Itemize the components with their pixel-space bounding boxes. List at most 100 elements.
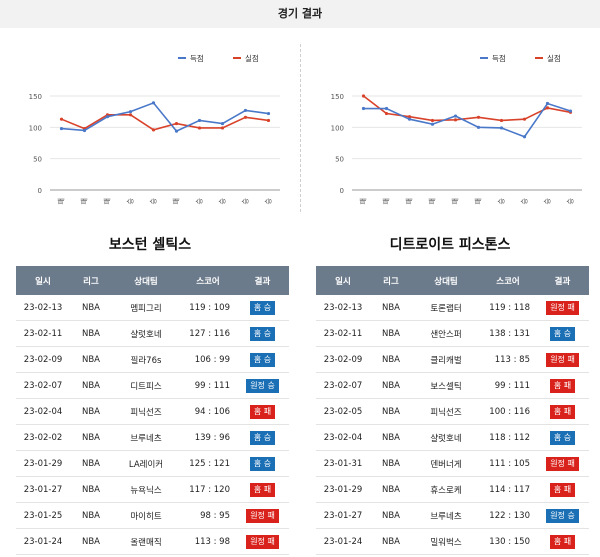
col-opponent: 상대팀 [412, 266, 480, 295]
results-table-left: 일시 리그 상대팀 스코어 결과 23-02-13 NBA 멤피그리 119 : 10… [16, 266, 289, 555]
game-opponent: LA레이커 [112, 450, 180, 477]
data-point [568, 109, 573, 113]
game-league: NBA [70, 528, 112, 555]
x-tick-label: 패 [172, 198, 181, 204]
result-badge: 홈 승 [549, 430, 576, 445]
result-badge: 홈 승 [249, 430, 276, 445]
game-league: NBA [370, 528, 412, 555]
data-point [220, 126, 225, 130]
data-point [59, 117, 64, 121]
game-date: 23-02-04 [16, 398, 70, 425]
legend-label: 득점 [492, 53, 506, 63]
team-title-right: 디트로이트 피스톤스 [389, 237, 511, 253]
chart-divider [300, 44, 301, 212]
game-score: 106 : 99 [180, 346, 236, 373]
x-tick-label: 승 [521, 197, 529, 204]
game-league: NBA [70, 398, 112, 425]
table-header-row: 일시 리그 상대팀 스코어 결과 [316, 266, 589, 295]
game-score: 98 : 95 [180, 502, 236, 529]
game-date: 23-01-27 [316, 502, 370, 529]
table-row: 23-01-29 NBA LA레이커 125 : 121 홈 승 [16, 450, 289, 477]
game-date: 23-01-31 [316, 450, 370, 477]
game-result-cell: 홈 승 [236, 450, 289, 477]
game-result-cell: 원정 패 [236, 528, 289, 555]
data-point [105, 115, 110, 119]
game-score: 119 : 118 [480, 295, 536, 321]
game-league: NBA [70, 450, 112, 477]
y-tick-label: 100 [331, 124, 344, 132]
game-date: 23-01-29 [16, 450, 70, 477]
data-point [174, 121, 179, 126]
x-tick-label: 승 [498, 197, 506, 204]
game-result-cell: 홈 패 [536, 398, 589, 425]
game-date: 23-02-07 [316, 372, 370, 399]
col-score: 스코어 [180, 266, 236, 295]
y-tick-label: 50 [33, 156, 42, 164]
result-badge: 원정 패 [546, 456, 579, 471]
result-badge: 원정 패 [246, 534, 279, 549]
game-date: 23-02-04 [316, 424, 370, 451]
table-row: 23-02-11 NBA 샬럿호네 127 : 116 홈 승 [16, 320, 289, 347]
game-score: 114 : 117 [480, 476, 536, 503]
game-result-cell: 홈 패 [536, 528, 589, 555]
game-score: 122 : 130 [480, 502, 536, 529]
data-point [430, 118, 435, 123]
x-tick-label: 패 [474, 198, 483, 204]
game-date: 23-02-09 [316, 346, 370, 373]
game-opponent: 토론랩터 [412, 295, 480, 321]
game-date: 23-02-13 [16, 295, 70, 321]
data-point [128, 110, 133, 114]
result-badge: 홈 패 [549, 482, 576, 497]
data-point [407, 115, 412, 119]
y-tick-label: 50 [335, 156, 344, 164]
x-tick-label: 승 [196, 197, 204, 204]
data-point [128, 113, 133, 117]
game-result-cell: 원정 패 [536, 346, 589, 373]
game-opponent: 올랜매직 [112, 528, 180, 555]
data-point [59, 126, 64, 131]
game-league: NBA [370, 450, 412, 477]
game-opponent: 마이히트 [112, 502, 180, 529]
game-score: 100 : 116 [480, 398, 536, 425]
results-table-right: 일시 리그 상대팀 스코어 결과 23-02-13 NBA 토론랩터 119 : 11… [316, 266, 589, 555]
game-result-cell: 홈 패 [536, 476, 589, 503]
col-date: 일시 [316, 266, 370, 295]
result-badge: 홈 패 [549, 404, 576, 419]
table-row: 23-02-11 NBA 샌안스퍼 138 : 131 홈 승 [316, 320, 589, 347]
game-score: 119 : 109 [180, 295, 236, 321]
table-header-row: 일시 리그 상대팀 스코어 결과 [16, 266, 289, 295]
game-result-cell: 홈 패 [236, 476, 289, 503]
game-league: NBA [370, 346, 412, 373]
data-point [220, 121, 225, 126]
result-badge: 원정 패 [246, 508, 279, 523]
team-title-left: 보스턴 셀틱스 [108, 237, 192, 253]
game-score: 130 : 150 [480, 528, 536, 555]
x-tick-label: 승 [219, 197, 227, 204]
game-opponent: 브루네츠 [112, 424, 180, 451]
game-result-cell: 홈 패 [536, 372, 589, 399]
table-row: 23-02-09 NBA 클리캐벌 113 : 85 원정 패 [316, 346, 589, 373]
data-point [545, 106, 550, 110]
data-point [499, 118, 504, 123]
chart-left: 0 50 100 150 패 패 패 승 승 패 승 승 승 승 득점 실점 [8, 40, 293, 215]
data-point [243, 115, 248, 119]
chart-svg-left: 0 50 100 150 패 패 패 승 승 패 승 승 승 승 득점 실점 [29, 53, 280, 204]
series-line-allowed [363, 95, 571, 122]
col-result: 결과 [236, 266, 289, 295]
game-score: 94 : 106 [180, 398, 236, 425]
game-opponent: 피닉선즈 [112, 398, 180, 425]
game-date: 23-02-11 [316, 320, 370, 347]
game-date: 23-02-13 [316, 295, 370, 321]
game-opponent: 보스셀틱 [412, 372, 480, 399]
table-row: 23-02-09 NBA 필라76s 106 : 99 홈 승 [16, 346, 289, 373]
game-date: 23-02-11 [16, 320, 70, 347]
data-point [545, 101, 550, 106]
section-header: 경기 결과 [0, 0, 600, 28]
data-point [430, 122, 435, 126]
game-opponent: 샌안스퍼 [412, 320, 480, 347]
result-badge: 원정 패 [546, 352, 579, 367]
game-date: 23-01-27 [16, 476, 70, 503]
x-tick-label: 승 [242, 197, 250, 204]
game-score: 125 : 121 [180, 450, 236, 477]
game-result-cell: 홈 승 [236, 346, 289, 373]
